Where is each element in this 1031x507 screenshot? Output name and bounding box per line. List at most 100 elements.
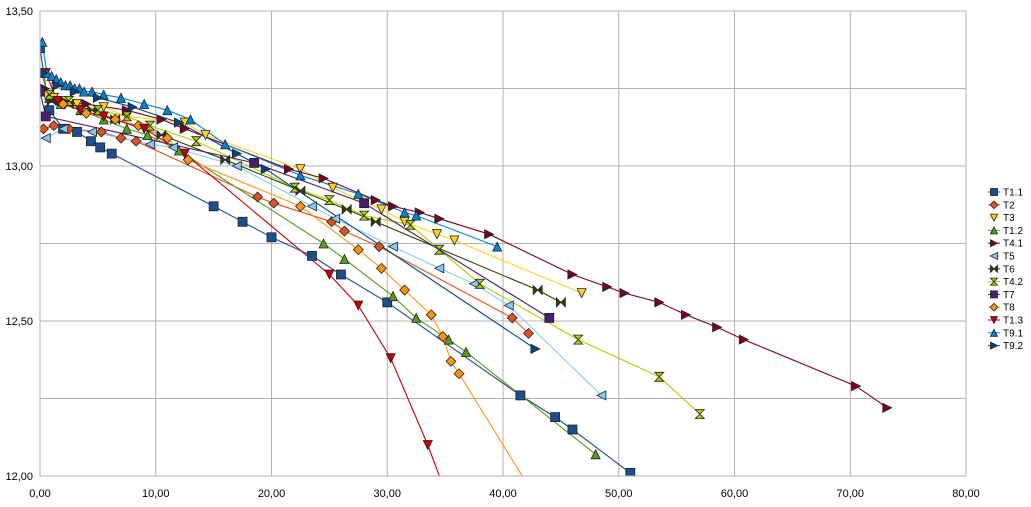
data-point-t1-1	[106, 148, 117, 159]
legend-marker-t8	[989, 302, 999, 312]
data-point-t9-1	[399, 207, 410, 218]
x-tick-label: 40,00	[489, 488, 517, 500]
data-point-t8	[352, 244, 364, 256]
data-point-t5	[433, 263, 445, 274]
data-point-t4-2	[358, 210, 370, 221]
legend-marker-t1-3	[989, 316, 999, 325]
data-point-t8	[445, 355, 457, 367]
data-point-t2	[252, 191, 264, 203]
data-point-t1-3	[324, 269, 335, 280]
data-point-t6	[220, 154, 231, 166]
data-point-t1-1	[237, 216, 248, 227]
x-tick-label: 70,00	[836, 488, 864, 500]
x-tick-label: 10,00	[142, 488, 170, 500]
x-tick-label: 80,00	[952, 488, 980, 500]
data-point-t4-1	[388, 201, 399, 212]
data-point-t9-2	[173, 117, 185, 128]
data-point-t1-1	[40, 43, 45, 54]
data-point-t9-1	[162, 104, 173, 116]
data-point-t4-1	[602, 281, 613, 293]
x-tick-label: 60,00	[721, 488, 749, 500]
data-point-t4-1	[283, 163, 295, 175]
data-point-t3	[449, 235, 460, 246]
data-point-t9-1	[295, 169, 306, 181]
y-tick-label: 13,50	[5, 6, 33, 18]
data-point-t1-1	[336, 269, 346, 280]
data-point-t4-2	[190, 136, 202, 147]
data-point-t8	[375, 262, 387, 274]
data-point-t4-2	[289, 182, 301, 193]
data-point-t9-2	[40, 68, 49, 78]
data-point-t4-1	[434, 213, 445, 224]
data-point-t8	[109, 113, 121, 125]
data-point-t4-1	[318, 173, 329, 184]
data-point-t1-2	[318, 238, 329, 249]
legend-marker-t2	[989, 200, 999, 210]
data-point-t5	[40, 132, 51, 144]
data-point-t7	[249, 157, 260, 168]
x-axis-tick-labels: 0,00 10,00 20,00 30,00 40,00 50,00 60,00 70,00 8…	[29, 488, 979, 500]
data-point-t8	[294, 200, 306, 212]
data-point-t4-1	[156, 114, 167, 125]
data-point-t2	[115, 132, 127, 144]
data-point-t1-1	[307, 250, 317, 261]
data-point-t1-3	[385, 353, 396, 364]
data-point-t4-1	[681, 309, 692, 320]
data-point-t1-1	[72, 127, 82, 137]
data-point-t2	[48, 120, 60, 132]
legend-label-t1-2: T1.2	[1003, 226, 1023, 237]
data-point-t1-1	[208, 201, 219, 212]
series-line-t1-3	[45, 72, 440, 476]
legend-label-t7: T7	[1003, 290, 1015, 301]
data-point-t4-1	[654, 297, 665, 308]
data-point-t4-2	[433, 244, 445, 255]
data-point-t9-2	[231, 148, 243, 159]
data-point-t1-3	[75, 105, 86, 116]
legend-marker-t4-2	[989, 277, 999, 286]
data-point-t9-1	[139, 98, 150, 109]
data-point-t3	[327, 182, 338, 194]
y-tick-label: 12,00	[5, 471, 33, 483]
legend-label-t2: T2	[1003, 200, 1015, 211]
data-point-t5	[503, 300, 514, 311]
data-point-t1-2	[460, 346, 472, 357]
x-tick-label: 0,00	[29, 488, 50, 500]
legend-label-t5: T5	[1003, 252, 1015, 263]
data-point-t8	[57, 98, 69, 110]
legend-label-t4-2: T4.2	[1003, 277, 1023, 288]
data-point-t2	[338, 225, 350, 237]
legend-marker-t5	[989, 251, 998, 261]
plot-area-frame	[39, 10, 967, 477]
data-point-t5	[86, 126, 97, 138]
data-point-t4-1	[712, 322, 723, 333]
legend-marker-t9-1	[989, 328, 999, 337]
x-tick-label: 50,00	[605, 488, 633, 500]
data-point-t5	[468, 278, 480, 289]
series-line-t5	[45, 128, 602, 396]
data-point-t5	[387, 241, 398, 252]
data-point-t1-2	[142, 129, 153, 140]
data-point-t4-2	[572, 334, 584, 345]
data-point-t1-1	[625, 467, 636, 476]
data-point-t5	[57, 123, 69, 134]
legend-label-t3: T3	[1003, 213, 1015, 224]
data-point-t1-2	[387, 290, 399, 302]
legend-marker-t6	[990, 264, 998, 274]
data-point-t2	[373, 241, 385, 253]
data-point-t9-1	[220, 138, 231, 150]
data-point-t7	[40, 86, 45, 97]
data-point-t1-3	[353, 300, 364, 311]
legend-label-t1-1: T1.1	[1003, 188, 1023, 199]
legend-label-t9-1: T9.1	[1003, 328, 1023, 339]
data-point-t3	[376, 204, 387, 215]
data-point-t8	[399, 284, 411, 296]
data-point-t3	[200, 130, 211, 141]
data-point-t4-1	[567, 269, 578, 280]
data-point-t3	[295, 164, 306, 175]
data-point-t4-1	[179, 123, 191, 134]
data-point-t1-1	[515, 390, 526, 401]
data-point-t2	[506, 312, 518, 324]
data-point-t9-1	[115, 92, 127, 103]
series-markers	[40, 36, 893, 476]
